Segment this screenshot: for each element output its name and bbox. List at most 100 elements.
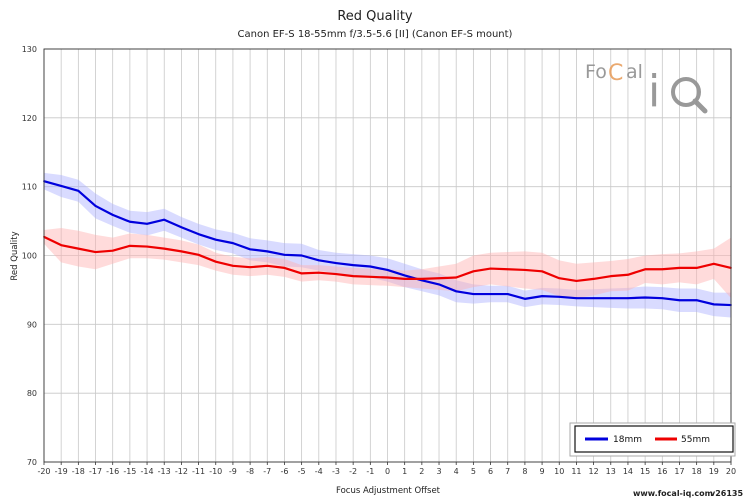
footer-site: www.focal-iq.com bbox=[633, 489, 713, 498]
x-tick-label: -1 bbox=[366, 467, 374, 476]
x-tick-label: -9 bbox=[229, 467, 237, 476]
data-point-18mm bbox=[352, 264, 355, 267]
x-tick-label: -14 bbox=[141, 467, 154, 476]
x-tick-label: -7 bbox=[263, 467, 271, 476]
footer-version: v26135 bbox=[710, 489, 743, 498]
data-point-18mm bbox=[163, 218, 166, 221]
data-point-55mm bbox=[420, 278, 423, 280]
x-tick-label: 19 bbox=[709, 467, 719, 476]
data-point-55mm bbox=[163, 247, 166, 250]
data-point-18mm bbox=[317, 259, 320, 262]
data-point-55mm bbox=[335, 273, 337, 275]
magnifier-icon bbox=[671, 77, 708, 114]
data-point-18mm bbox=[128, 220, 131, 223]
logo-text-al: al bbox=[626, 61, 643, 83]
x-tick-label: 13 bbox=[606, 467, 616, 476]
data-point-18mm bbox=[558, 295, 561, 298]
data-point-18mm bbox=[438, 283, 440, 286]
data-point-55mm bbox=[712, 262, 715, 265]
legend-label-55mm: 55mm bbox=[681, 435, 710, 445]
grid bbox=[43, 48, 732, 463]
data-point-18mm bbox=[197, 233, 200, 236]
data-point-55mm bbox=[472, 270, 475, 273]
data-point-18mm bbox=[266, 250, 269, 253]
data-point-55mm bbox=[644, 268, 647, 271]
data-point-55mm bbox=[197, 253, 200, 256]
band-55mm bbox=[44, 227, 731, 299]
x-tick-label: 6 bbox=[488, 467, 493, 476]
x-tick-label: 20 bbox=[726, 467, 736, 476]
x-tick-label: -12 bbox=[175, 467, 188, 476]
data-point-18mm bbox=[489, 293, 492, 295]
data-point-55mm bbox=[438, 277, 440, 280]
y-tick-label: 70 bbox=[27, 458, 37, 467]
data-point-55mm bbox=[506, 268, 509, 271]
data-point-18mm bbox=[541, 295, 543, 298]
x-tick-label: -18 bbox=[72, 467, 85, 476]
data-point-18mm bbox=[575, 297, 578, 300]
data-point-55mm bbox=[283, 266, 286, 269]
data-point-55mm bbox=[77, 247, 80, 250]
data-point-55mm bbox=[300, 272, 303, 275]
y-axis-label: Red Quality bbox=[10, 231, 20, 280]
data-point-55mm bbox=[249, 266, 252, 269]
chart-subtitle: Canon EF-S 18-55mm f/3.5-5.6 [II] (Canon… bbox=[238, 29, 513, 40]
x-tick-label: 1 bbox=[402, 467, 407, 476]
x-tick-label: -5 bbox=[298, 467, 306, 476]
data-point-55mm bbox=[695, 266, 698, 269]
x-tick-label: 16 bbox=[657, 467, 667, 476]
data-point-18mm bbox=[506, 293, 509, 295]
x-tick-label: -4 bbox=[315, 467, 323, 476]
x-tick-label: -15 bbox=[123, 467, 136, 476]
data-point-18mm bbox=[300, 254, 303, 257]
axes: -20 -19 -18 -17 -16 -15 -14 -13 -12 -11 -10 -9 -8 -7-… bbox=[22, 45, 736, 476]
x-tick-label: 14 bbox=[623, 467, 633, 476]
data-point-18mm bbox=[712, 303, 715, 306]
data-point-18mm bbox=[472, 293, 475, 295]
x-tick-label: 0 bbox=[385, 467, 390, 476]
data-point-55mm bbox=[541, 270, 543, 273]
x-tick-label: -6 bbox=[280, 467, 288, 476]
y-tick-label: 80 bbox=[27, 389, 37, 398]
legend: 18mm 55mm bbox=[569, 422, 736, 457]
data-point-18mm bbox=[455, 290, 458, 293]
data-point-18mm bbox=[111, 213, 114, 216]
data-point-18mm bbox=[146, 222, 148, 225]
confidence-bands bbox=[44, 172, 731, 318]
data-point-55mm bbox=[489, 267, 492, 270]
x-tick-label: 12 bbox=[589, 467, 599, 476]
data-point-18mm bbox=[678, 299, 681, 302]
series-lines bbox=[43, 180, 732, 307]
data-point-55mm bbox=[524, 269, 526, 271]
data-point-18mm bbox=[94, 205, 97, 207]
x-tick-label: -8 bbox=[246, 467, 254, 476]
data-point-55mm bbox=[94, 251, 97, 253]
data-point-55mm bbox=[386, 276, 389, 279]
x-tick-label: -16 bbox=[106, 467, 119, 476]
x-tick-label: 11 bbox=[571, 467, 581, 476]
x-tick-label: -2 bbox=[349, 467, 357, 476]
x-tick-label: -17 bbox=[89, 467, 102, 476]
y-tick-label: 100 bbox=[22, 252, 37, 261]
x-tick-label: 10 bbox=[554, 467, 564, 476]
data-point-18mm bbox=[661, 297, 664, 300]
y-tick-label: 120 bbox=[22, 114, 37, 123]
x-axis-label: Focus Adjustment Offset bbox=[336, 486, 441, 496]
x-tick-label: 15 bbox=[640, 467, 650, 476]
data-point-55mm bbox=[592, 278, 595, 280]
data-point-18mm bbox=[644, 296, 647, 299]
data-point-18mm bbox=[214, 238, 217, 241]
data-point-18mm bbox=[386, 269, 389, 271]
data-point-55mm bbox=[609, 275, 612, 278]
x-tick-label: -10 bbox=[209, 467, 222, 476]
x-tick-label: 17 bbox=[674, 467, 684, 476]
data-point-55mm bbox=[146, 245, 148, 248]
data-point-55mm bbox=[369, 275, 372, 278]
data-point-18mm bbox=[695, 299, 698, 302]
legend-label-18mm: 18mm bbox=[613, 435, 642, 445]
data-point-55mm bbox=[455, 276, 458, 279]
data-point-18mm bbox=[335, 262, 337, 264]
logo-text-c: C bbox=[608, 61, 623, 86]
data-point-55mm bbox=[627, 273, 629, 276]
x-tick-label: 8 bbox=[522, 467, 527, 476]
